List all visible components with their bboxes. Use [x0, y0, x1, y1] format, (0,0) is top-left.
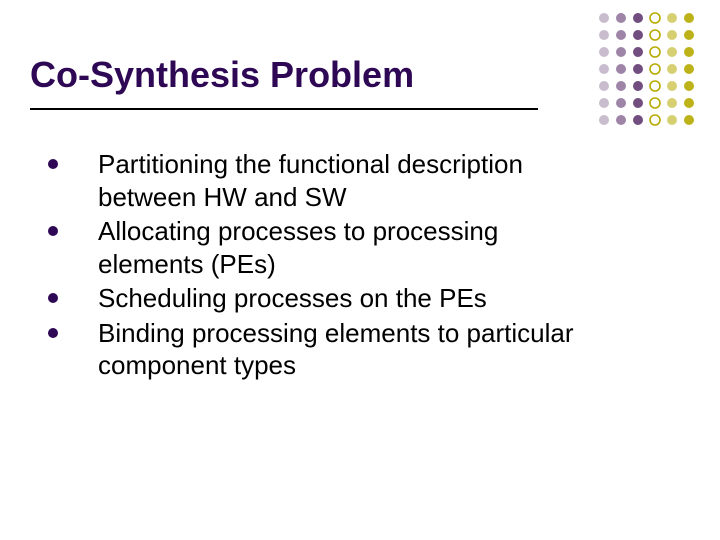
bullet-icon — [48, 226, 58, 236]
bullet-list: Partitioning the functional description … — [48, 148, 608, 384]
bullet-icon — [48, 328, 58, 338]
list-item: Scheduling processes on the PEs — [48, 282, 608, 315]
list-item: Binding processing elements to particula… — [48, 317, 608, 382]
corner-dot-decoration — [596, 10, 706, 140]
slide: Co-Synthesis Problem Partitioning the fu… — [0, 0, 720, 540]
list-item: Partitioning the functional description … — [48, 148, 608, 213]
list-item-text: Scheduling processes on the PEs — [98, 282, 487, 315]
list-item-text: Binding processing elements to particula… — [98, 317, 608, 382]
title-underline — [30, 108, 538, 110]
slide-title: Co-Synthesis Problem — [30, 54, 414, 96]
bullet-icon — [48, 159, 58, 169]
bullet-icon — [48, 293, 58, 303]
list-item: Allocating processes to processing eleme… — [48, 215, 608, 280]
list-item-text: Allocating processes to processing eleme… — [98, 215, 608, 280]
list-item-text: Partitioning the functional description … — [98, 148, 608, 213]
